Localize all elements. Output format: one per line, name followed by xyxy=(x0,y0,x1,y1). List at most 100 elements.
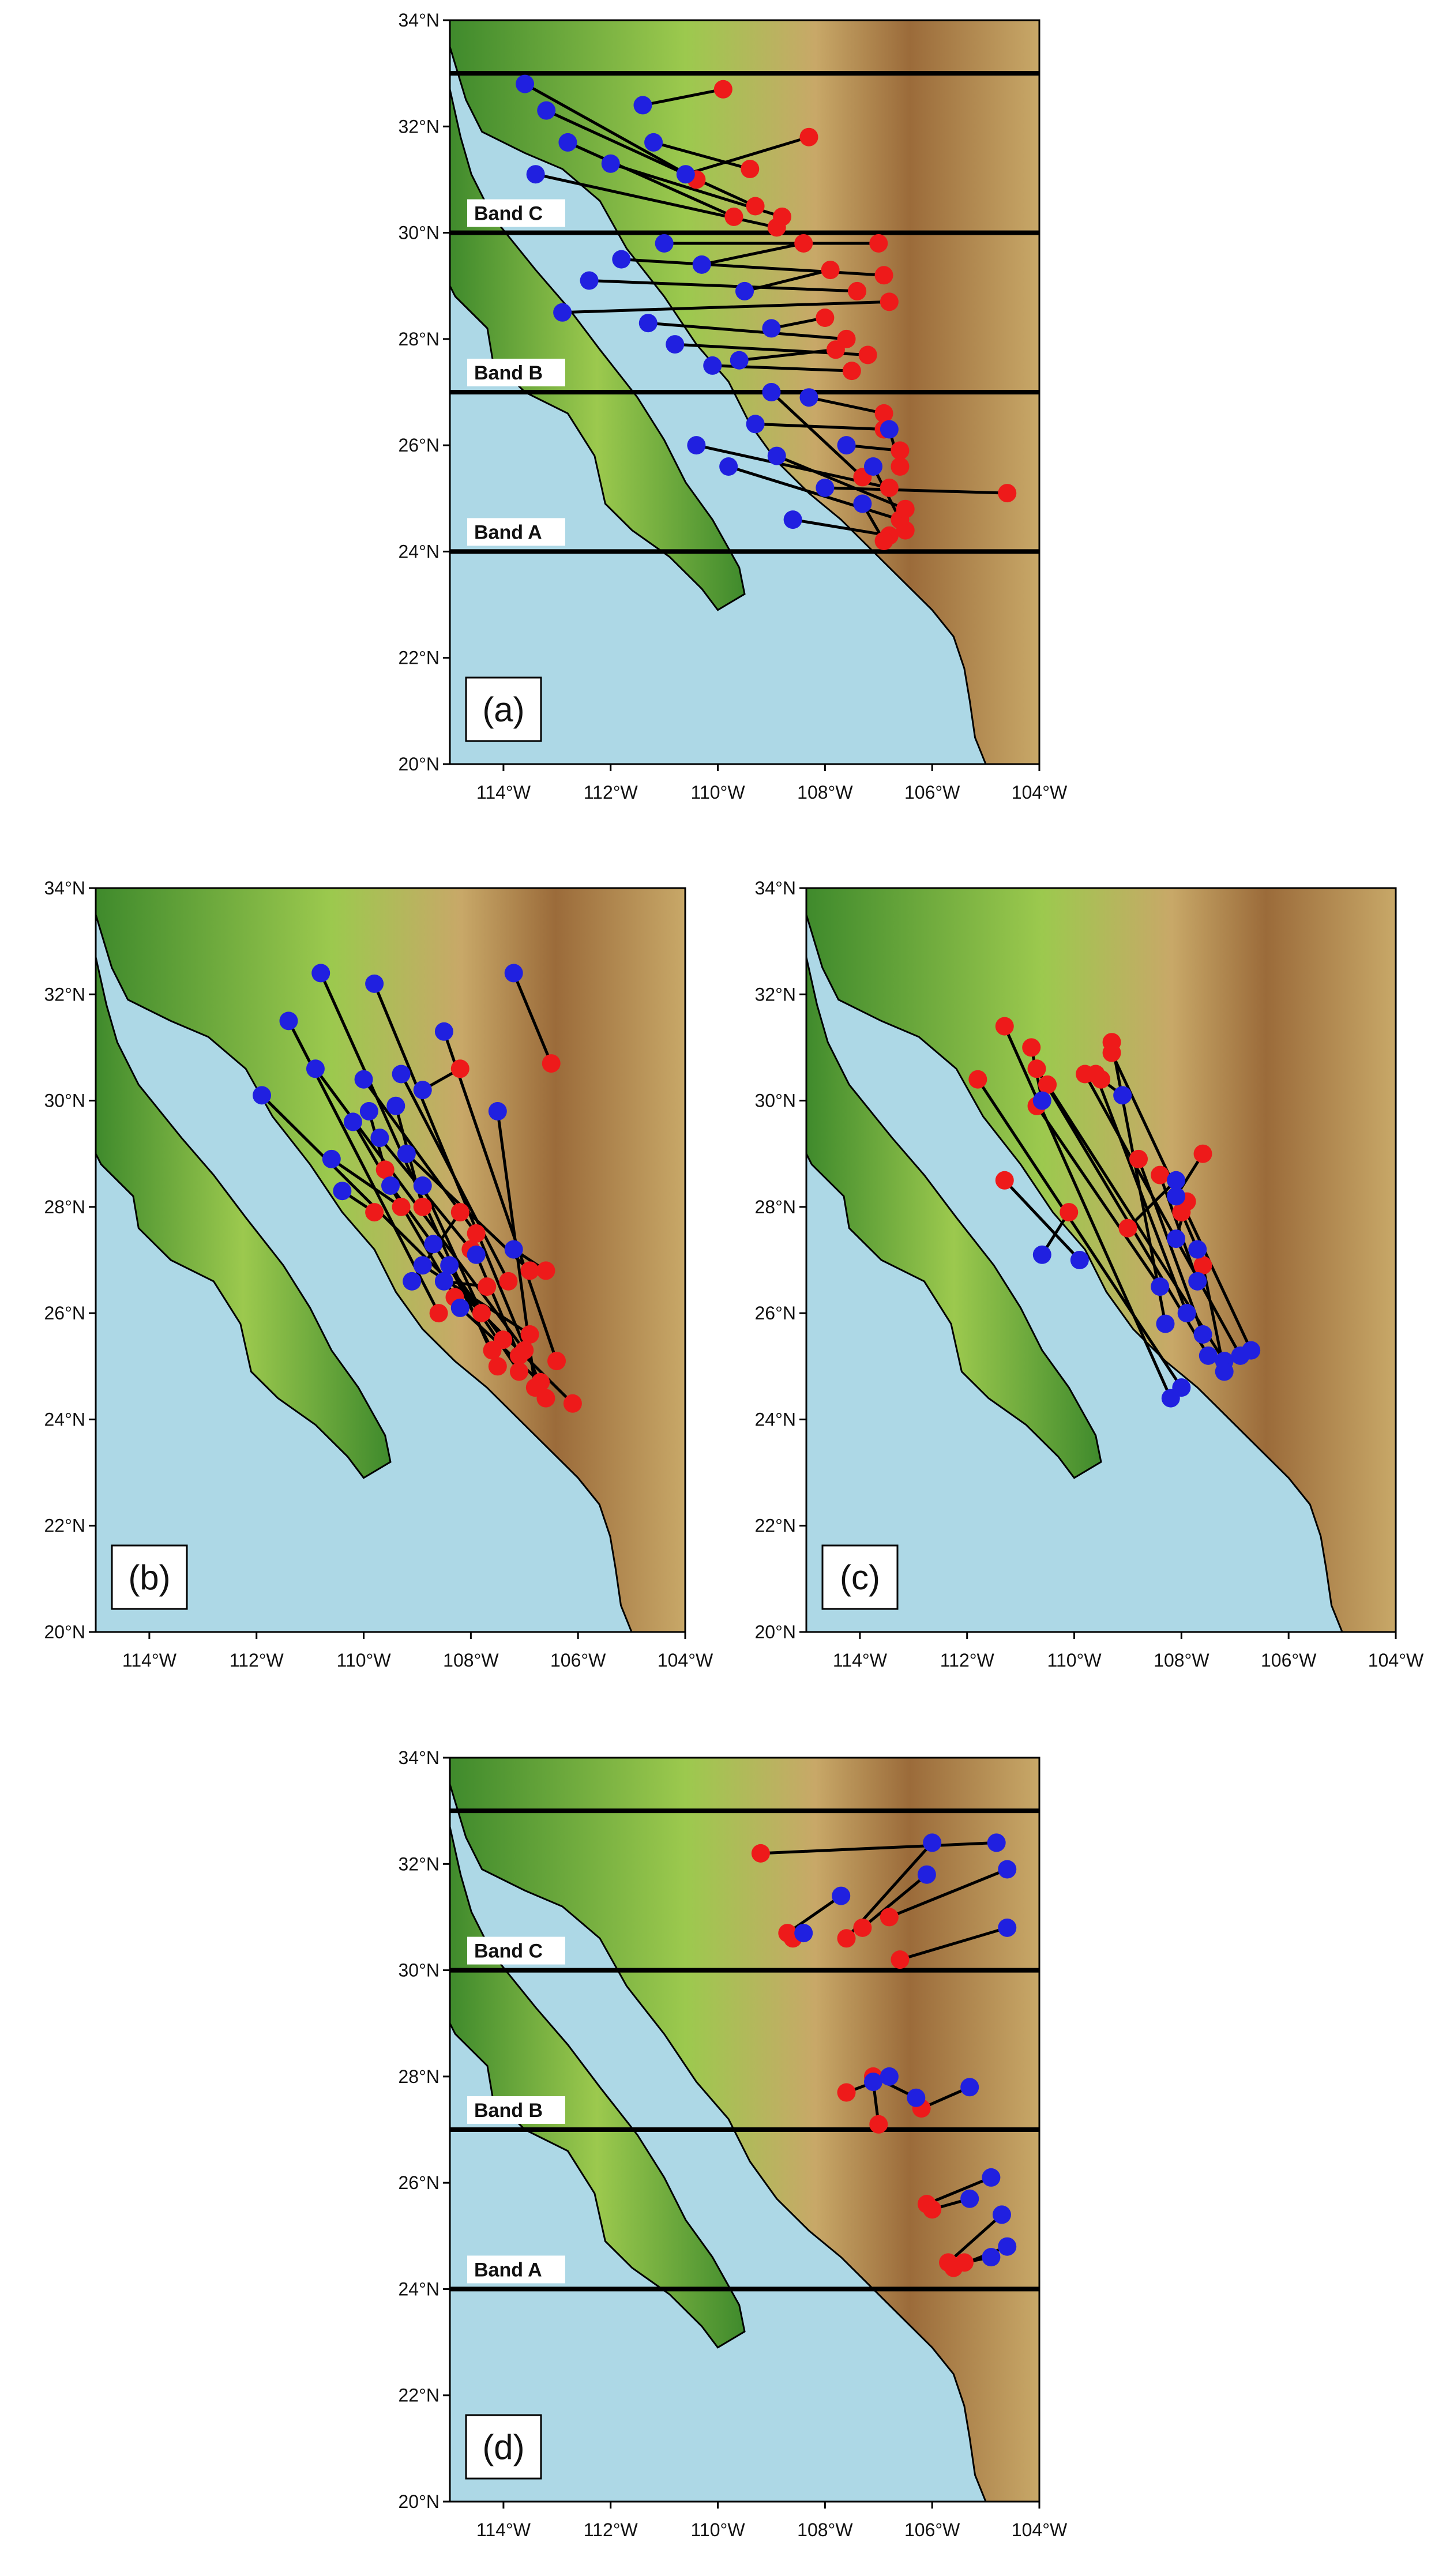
track-line xyxy=(976,1078,1183,1389)
track-origin-point xyxy=(558,133,577,152)
track-end-point xyxy=(450,1059,469,1078)
track-end-point xyxy=(413,1197,432,1216)
lat-tick-label: 26°N xyxy=(755,1303,797,1323)
track-origin-point xyxy=(392,1065,411,1084)
lat-tick-label: 32°N xyxy=(44,984,86,1005)
track-end-point xyxy=(724,207,743,226)
track-line xyxy=(1094,1073,1188,1314)
lat-tick-label: 30°N xyxy=(44,1090,86,1111)
track-origin-point xyxy=(424,1235,443,1254)
track-origin-point xyxy=(982,2248,1001,2267)
track-origin-point xyxy=(354,1070,373,1089)
track-end-point xyxy=(853,1918,872,1937)
track-origin-point xyxy=(1113,1086,1132,1105)
lat-tick-label: 20°N xyxy=(755,1622,797,1642)
panel-label-box xyxy=(465,676,542,742)
track-line xyxy=(562,300,889,314)
lon-tick-label: 112°W xyxy=(940,1650,995,1671)
lon-tick-label: 114°W xyxy=(476,782,531,803)
map-panel-a: Band C Band B Band A (a) 20°N 22°N 24°N 26°N 28°… xyxy=(399,10,1068,803)
panel-label: (b) xyxy=(128,1558,170,1597)
track-origin-point xyxy=(992,2205,1011,2224)
track-origin-point xyxy=(343,1112,362,1131)
track-origin-point xyxy=(735,281,754,300)
track-origin-point xyxy=(1070,1251,1089,1269)
track-origin-point xyxy=(306,1059,325,1078)
track-end-point xyxy=(1102,1033,1121,1052)
lat-tick-label: 20°N xyxy=(399,754,440,774)
track-origin-point xyxy=(386,1096,405,1115)
track-line xyxy=(567,141,735,219)
track-origin-point xyxy=(863,2073,882,2092)
track-origin-point xyxy=(1172,1378,1191,1397)
track-end-point xyxy=(799,127,818,146)
track-origin-point xyxy=(987,1833,1006,1852)
track-end-point xyxy=(429,1304,448,1323)
map-frame xyxy=(449,19,1040,765)
track-end-point xyxy=(520,1325,539,1344)
track-origin-point xyxy=(403,1272,422,1291)
track-origin-point xyxy=(413,1176,432,1195)
lon-tick-label: 112°W xyxy=(584,782,638,803)
lon-tick-label: 114°W xyxy=(122,1650,177,1671)
lon-tick-label: 114°W xyxy=(476,2519,531,2540)
track-end-point xyxy=(869,234,888,253)
track-line xyxy=(701,242,804,266)
track-origin-point xyxy=(1151,1277,1170,1296)
track-end-point xyxy=(874,266,893,285)
track-line xyxy=(744,268,831,293)
track-line xyxy=(888,1868,1008,1919)
track-line xyxy=(792,518,890,537)
lat-tick-label: 28°N xyxy=(755,1197,797,1217)
track-end-point xyxy=(816,309,835,327)
band-label-box xyxy=(467,1936,565,1965)
panel-label: (d) xyxy=(482,2428,524,2466)
track-end-point xyxy=(995,1171,1014,1190)
track-origin-point xyxy=(998,2237,1017,2256)
track-end-point xyxy=(488,1357,507,1376)
track-end-point xyxy=(547,1352,566,1371)
track-end-point xyxy=(531,1372,550,1392)
lon-tick-label: 110°W xyxy=(1047,1650,1102,1671)
track-end-point xyxy=(896,521,915,540)
lat-tick-label: 32°N xyxy=(755,984,797,1005)
track-line xyxy=(1126,1179,1177,1229)
track-origin-point xyxy=(504,964,523,983)
track-line xyxy=(1003,1025,1173,1399)
track-origin-point xyxy=(762,383,781,401)
band-label: Band A xyxy=(474,521,542,543)
track-end-point xyxy=(923,2200,942,2219)
track-origin-point xyxy=(644,133,663,152)
track-end-point xyxy=(1193,1144,1212,1163)
track-origin-point xyxy=(434,1272,453,1291)
lon-tick-label: 108°W xyxy=(797,2519,853,2540)
track-end-point xyxy=(509,1346,528,1365)
track-origin-point xyxy=(553,303,572,322)
track-line xyxy=(642,88,724,107)
track-origin-point xyxy=(1167,1187,1186,1206)
mainland-terrain xyxy=(806,888,1396,1632)
track-end-point xyxy=(880,292,899,311)
track-line xyxy=(621,258,884,277)
lat-tick-label: 34°N xyxy=(399,10,440,31)
track-end-point xyxy=(499,1272,518,1291)
track-origin-point xyxy=(687,436,706,455)
lon-tick-label: 110°W xyxy=(691,2519,746,2540)
panel-label: (a) xyxy=(482,690,524,729)
track-end-point xyxy=(837,1929,856,1948)
track-end-point xyxy=(1060,1203,1079,1222)
track-end-point xyxy=(1129,1149,1148,1168)
track-origin-point xyxy=(413,1081,432,1100)
track-origin-point xyxy=(863,457,882,476)
lat-tick-label: 24°N xyxy=(755,1409,797,1430)
track-line xyxy=(926,2176,992,2206)
track-end-point xyxy=(478,1277,497,1296)
map-area xyxy=(806,888,1396,1632)
track-origin-point xyxy=(719,457,738,476)
track-line xyxy=(728,465,901,521)
track-end-point xyxy=(563,1394,582,1413)
track-end-point xyxy=(874,532,893,550)
lat-tick-label: 32°N xyxy=(399,1853,440,1874)
track-end-point xyxy=(826,340,845,359)
track-end-point xyxy=(365,1203,384,1222)
